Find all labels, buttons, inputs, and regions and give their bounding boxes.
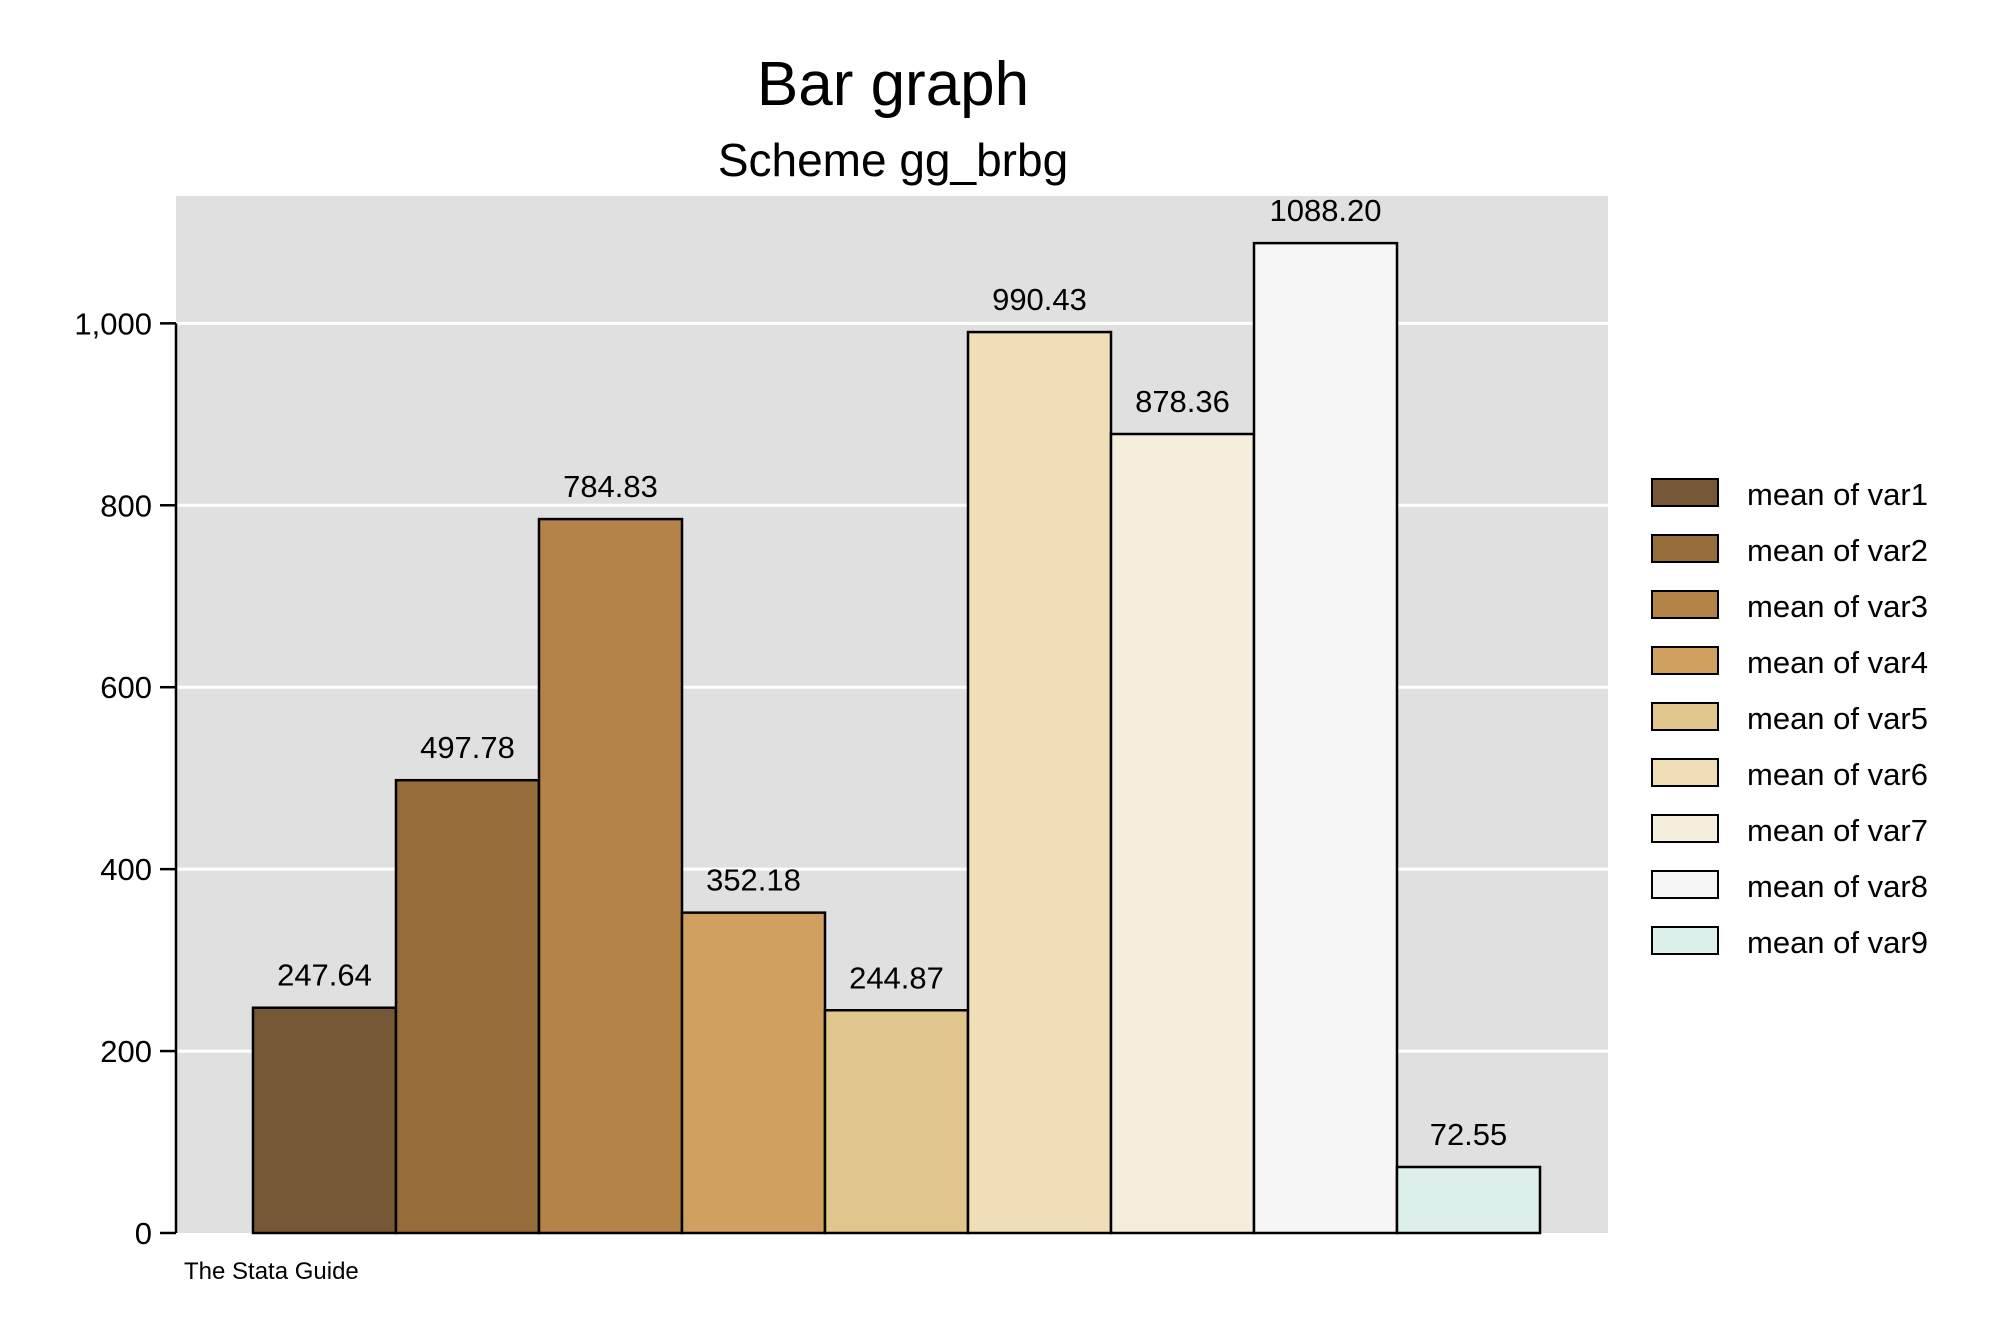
bar-value-label: 244.87 [849,960,944,995]
bar-var5 [823,1009,970,1235]
bar-value-label: 497.78 [420,730,515,765]
bar-value-label: 352.18 [706,863,801,898]
bar-var4 [680,911,827,1235]
bar-var2 [394,778,541,1235]
bar-var7 [1109,432,1256,1235]
legend-entry-label: mean of var4 [1747,645,1928,680]
bar-value-label: 878.36 [1135,384,1230,419]
y-axis: 0 200 400 600 800 1,000 [74,306,178,1251]
bar-var6 [966,330,1113,1235]
bar-value-label: 784.83 [563,469,658,504]
y-tick-label: 200 [100,1034,152,1069]
legend: mean of var1 mean of var2 mean of var3 mean… [1651,477,1928,960]
y-tick-label: 400 [100,852,152,887]
bars [251,241,1542,1235]
bar-value-label: 990.43 [992,282,1087,317]
bar-labels: 247.64 497.78 784.83 352.18 244.87 990.43 878.… [277,193,1507,1152]
legend-entry-label: mean of var3 [1747,589,1928,624]
y-tick-label: 0 [135,1216,152,1251]
bar-value-label: 247.64 [277,958,372,993]
y-tick-label: 1,000 [74,306,152,341]
bar-value-label: 72.55 [1430,1117,1508,1152]
legend-swatch [1651,702,1719,731]
legend-swatch [1651,870,1719,899]
legend-entry-label: mean of var2 [1747,533,1928,568]
bar-var8 [1252,241,1399,1235]
legend-entry-label: mean of var5 [1747,701,1928,736]
bar-var3 [537,517,684,1235]
bar-value-label: 1088.20 [1269,193,1381,228]
chart-subtitle: Scheme gg_brbg [718,134,1068,186]
legend-entry-label: mean of var8 [1747,869,1928,904]
chart-title: Bar graph [757,50,1029,119]
legend-entry-label: mean of var9 [1747,925,1928,960]
legend-swatch [1651,814,1719,843]
legend-swatch [1651,478,1719,507]
legend-swatch [1651,758,1719,787]
legend-entry-label: mean of var6 [1747,757,1928,792]
legend-swatch [1651,646,1719,675]
legend-swatch [1651,926,1719,955]
bar-var9 [1395,1165,1542,1235]
legend-entry-label: mean of var7 [1747,813,1928,848]
bar-var1 [251,1006,398,1235]
legend-entry-label: mean of var1 [1747,477,1928,512]
legend-swatch [1651,590,1719,619]
legend-swatch [1651,534,1719,563]
chart-note: The Stata Guide [184,1258,359,1285]
y-tick-label: 600 [100,670,152,705]
y-tick-label: 800 [100,488,152,523]
